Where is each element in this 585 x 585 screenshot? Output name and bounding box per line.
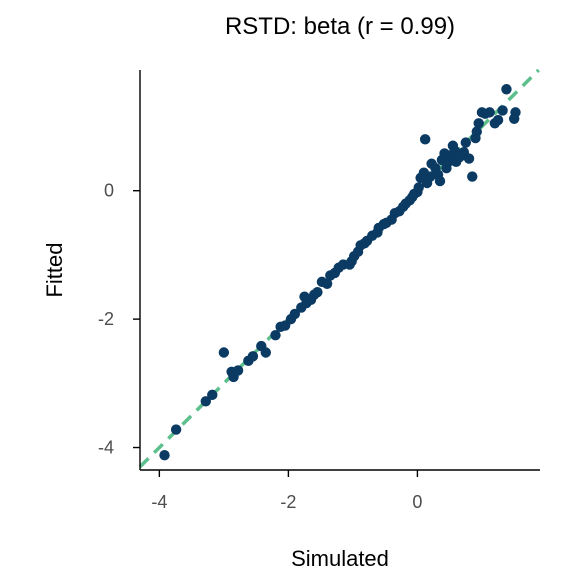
data-point (289, 308, 301, 320)
y-tick-label: -4 (98, 438, 114, 458)
data-point (434, 175, 446, 187)
data-point (419, 134, 431, 145)
data-point (492, 114, 504, 126)
data-point (200, 396, 212, 407)
x-tick-label: 0 (412, 492, 422, 512)
data-point (501, 84, 512, 95)
data-point (463, 153, 475, 164)
data-point (170, 424, 182, 435)
data-point (312, 286, 323, 298)
y-axis-title: Fitted (42, 242, 67, 297)
y-tick-label: 0 (104, 181, 114, 201)
axes-layer: -4 -2 0 -4 -2 0 (98, 70, 540, 512)
data-point (467, 171, 478, 182)
data-point (497, 105, 508, 116)
data-point (270, 329, 281, 341)
data-point (260, 347, 272, 358)
data-point (473, 118, 484, 129)
data-point (207, 389, 218, 401)
x-tick-label: -4 (151, 492, 167, 512)
data-point (321, 278, 333, 290)
x-tick-label: -2 (280, 492, 296, 512)
data-point (413, 182, 424, 193)
data-point (232, 365, 244, 376)
data-point (471, 126, 482, 137)
data-point (460, 137, 472, 148)
data-point (247, 351, 259, 362)
chart-title: RSTD: beta (r = 0.99) (225, 13, 455, 40)
data-point (510, 107, 521, 118)
x-axis-title: Simulated (291, 546, 389, 571)
points-layer (159, 84, 521, 461)
data-point (218, 347, 230, 358)
data-point (159, 450, 170, 461)
data-point (484, 107, 495, 118)
y-tick-label: -2 (98, 309, 114, 329)
